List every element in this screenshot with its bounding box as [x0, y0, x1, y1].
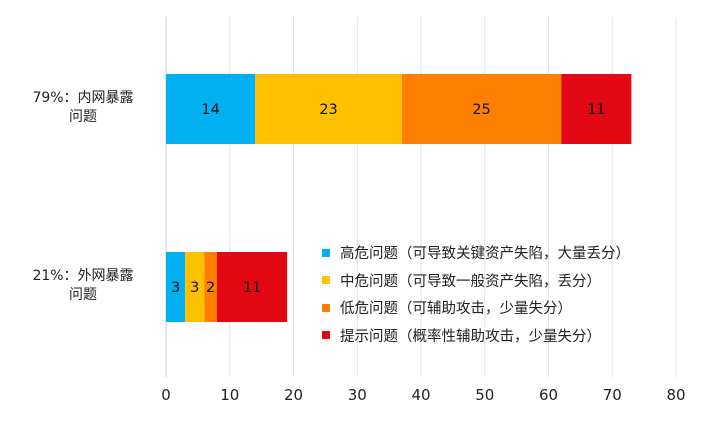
category-label-internal: 79%：内网暴露 问题 — [32, 90, 134, 125]
data-label-1-1: 3 — [190, 280, 199, 296]
category-label-external: 21%：外网暴露 问题 — [32, 268, 134, 303]
x-tick-label-40: 40 — [411, 386, 430, 404]
legend-swatch-info — [322, 331, 330, 340]
x-tick-label-30: 30 — [348, 386, 367, 404]
data-label-0-0: 14 — [201, 102, 219, 118]
legend-swatch-low — [322, 303, 330, 312]
data-label-0-2: 25 — [472, 102, 490, 118]
x-tick-label-10: 10 — [220, 386, 239, 404]
legend-item-low: 低危问题（可辅助攻击，少量失分） — [322, 294, 630, 322]
bar-segment-0-2 — [401, 74, 562, 144]
x-tick-label-80: 80 — [666, 386, 685, 404]
data-label-1-3: 11 — [243, 280, 261, 296]
legend-item-info: 提示问题（概率性辅助攻击，少量失分） — [322, 322, 630, 350]
legend-item-medium: 中危问题（可导致一般资产失陷，丢分） — [322, 267, 630, 295]
legend-label-medium: 中危问题（可导致一般资产失陷，丢分） — [340, 273, 601, 290]
legend: 高危问题（可导致关键资产失陷，大量丢分） 中危问题（可导致一般资产失陷，丢分） … — [322, 239, 630, 349]
legend-item-high: 高危问题（可导致关键资产失陷，大量丢分） — [322, 239, 630, 267]
x-tick-label-0: 0 — [161, 386, 171, 404]
legend-swatch-medium — [322, 276, 330, 285]
data-label-1-0: 3 — [171, 280, 180, 296]
data-label-0-3: 11 — [587, 102, 605, 118]
bar-segment-1-2 — [204, 252, 217, 322]
legend-label-high: 高危问题（可导致关键资产失陷，大量丢分） — [340, 246, 630, 263]
bar-segment-0-0 — [166, 74, 256, 144]
legend-label-low: 低危问题（可辅助攻击，少量失分） — [340, 301, 572, 318]
bar-segment-1-3 — [217, 252, 288, 322]
bar-segment-1-1 — [185, 252, 205, 322]
bar-segment-0-1 — [255, 74, 402, 144]
x-tick-label-60: 60 — [539, 386, 558, 404]
legend-swatch-high — [322, 248, 330, 257]
x-tick-label-20: 20 — [284, 386, 303, 404]
x-tick-label-50: 50 — [475, 386, 494, 404]
bar-segment-0-3 — [561, 74, 632, 144]
bar-segment-1-0 — [166, 252, 186, 322]
x-tick-label-70: 70 — [603, 386, 622, 404]
legend-label-info: 提示问题（概率性辅助攻击，少量失分） — [340, 328, 601, 345]
data-label-0-1: 23 — [319, 102, 337, 118]
data-label-1-2: 2 — [206, 280, 215, 296]
